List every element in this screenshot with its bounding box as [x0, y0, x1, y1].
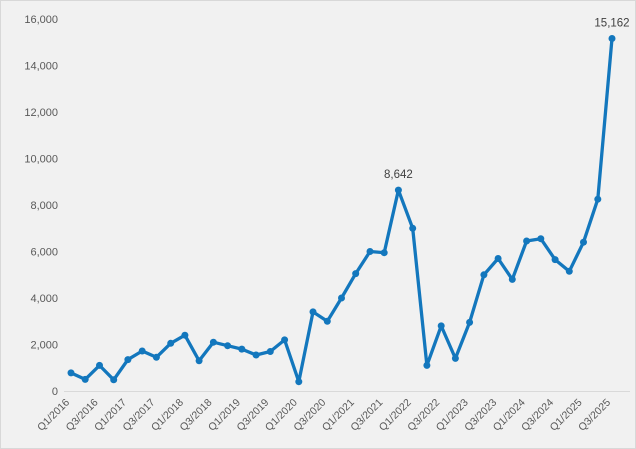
- data-point-marker: [67, 369, 75, 377]
- x-axis-label: Q3/2025: [576, 397, 613, 434]
- data-point-marker: [394, 186, 402, 194]
- data-point-marker: [423, 361, 431, 369]
- data-point-marker: [366, 248, 374, 255]
- y-axis-label: 4,000: [30, 293, 58, 305]
- data-point-marker: [138, 347, 146, 355]
- y-axis-label: 14,000: [24, 61, 58, 73]
- data-point-marker: [409, 224, 417, 232]
- data-point-marker: [224, 342, 232, 350]
- data-point-marker: [96, 361, 103, 369]
- data-point-marker: [437, 322, 445, 330]
- data-label: 8,642: [384, 169, 413, 181]
- series-line: [69, 36, 614, 384]
- data-point-marker: [195, 357, 203, 365]
- y-axis-label: 0: [52, 386, 58, 398]
- data-point-marker: [209, 338, 217, 346]
- data-point-marker: [352, 270, 360, 278]
- data-point-marker: [81, 375, 89, 383]
- data-point-marker: [152, 353, 160, 361]
- data-point-marker: [380, 249, 388, 257]
- data-point-marker: [451, 354, 459, 362]
- data-point-marker: [309, 308, 317, 316]
- data-point-marker: [508, 275, 516, 283]
- data-point-marker: [167, 339, 175, 347]
- data-point-marker: [480, 271, 488, 279]
- data-point-marker: [252, 351, 260, 359]
- data-point-marker: [594, 195, 602, 203]
- y-axis-label: 8,000: [30, 200, 58, 212]
- data-point-marker: [238, 345, 246, 353]
- data-point-marker: [266, 348, 274, 355]
- data-point-marker: [181, 331, 189, 339]
- data-point-marker: [523, 237, 531, 245]
- data-point-marker: [338, 294, 345, 302]
- data-point-marker: [565, 267, 573, 275]
- data-point-marker: [580, 238, 587, 246]
- y-axis-label: 10,000: [24, 154, 58, 166]
- data-point-marker: [466, 318, 474, 326]
- y-axis-label: 6,000: [30, 247, 58, 259]
- data-point-marker: [608, 35, 616, 42]
- data-point-marker: [295, 378, 303, 386]
- data-point-marker: [124, 356, 132, 364]
- y-axis-label: 12,000: [24, 107, 58, 119]
- data-point-marker: [281, 336, 289, 344]
- data-point-marker: [494, 255, 502, 262]
- data-point-marker: [551, 256, 559, 264]
- data-label: 15,162: [594, 18, 629, 30]
- y-axis-label: 2,000: [30, 340, 58, 352]
- data-point-marker: [323, 317, 331, 325]
- y-axis-label: 16,000: [24, 14, 58, 26]
- data-point-marker: [537, 235, 545, 243]
- data-point-marker: [110, 376, 118, 384]
